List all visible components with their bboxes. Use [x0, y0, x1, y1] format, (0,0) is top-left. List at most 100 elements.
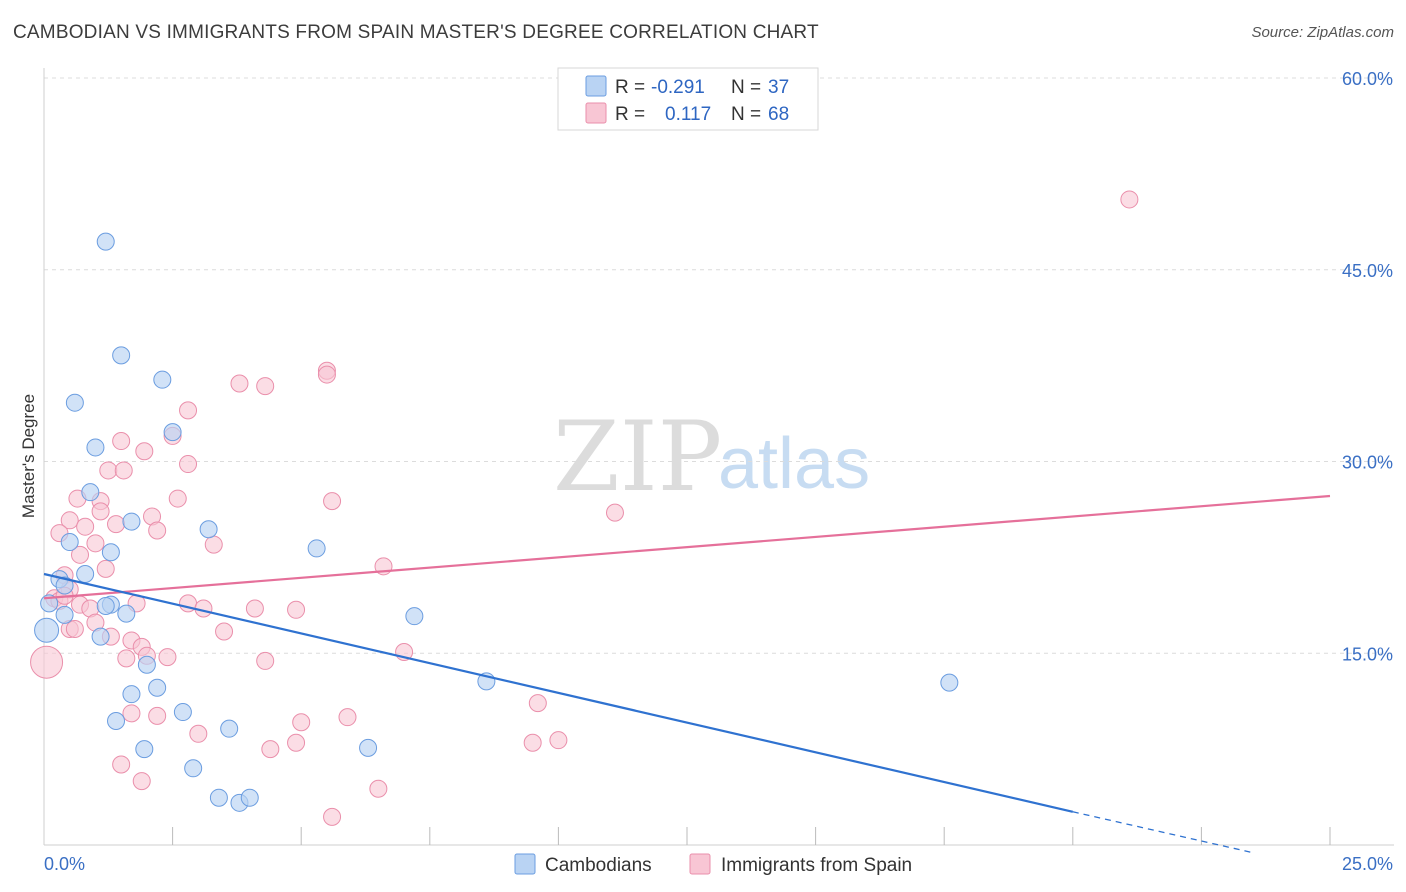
point-spain	[179, 401, 198, 420]
point-spain	[323, 492, 342, 511]
point-cambodians	[173, 703, 192, 722]
point-cambodians	[34, 617, 60, 643]
chart-title: CAMBODIAN VS IMMIGRANTS FROM SPAIN MASTE…	[13, 22, 819, 43]
point-spain	[148, 706, 167, 725]
y-tick-label: 15.0%	[1342, 644, 1393, 664]
point-spain	[317, 365, 336, 384]
point-spain	[189, 724, 208, 743]
point-spain	[86, 534, 105, 553]
point-cambodians	[122, 512, 141, 531]
point-cambodians	[184, 759, 203, 778]
y-tick-label: 60.0%	[1342, 69, 1393, 89]
x-tick-label-max: 25.0%	[1342, 854, 1393, 874]
point-cambodians	[112, 346, 131, 365]
point-spain	[132, 772, 151, 791]
legend-n-value-cambodians: 37	[768, 77, 789, 98]
point-cambodians	[117, 604, 136, 623]
point-cambodians	[96, 596, 115, 615]
legend-n-label-spain: N =	[731, 104, 761, 125]
point-spain	[338, 708, 357, 727]
point-cambodians	[240, 788, 259, 807]
point-cambodians	[163, 423, 182, 442]
x-tick-label-min: 0.0%	[44, 854, 85, 874]
point-spain	[204, 535, 223, 554]
point-cambodians	[55, 576, 74, 595]
point-spain	[369, 779, 388, 798]
bottom-legend: Cambodians Immigrants from Spain	[514, 853, 912, 876]
legend-r-label-spain: R =	[615, 104, 645, 125]
point-cambodians	[107, 712, 126, 731]
point-spain	[76, 517, 95, 536]
point-spain	[158, 648, 177, 667]
point-spain	[112, 755, 131, 774]
y-tick-labels: 15.0% 30.0% 45.0% 60.0%	[1342, 69, 1393, 664]
point-cambodians	[81, 483, 100, 502]
x-ticks	[172, 827, 1331, 845]
y-tick-label: 30.0%	[1342, 453, 1393, 473]
point-spain	[107, 515, 126, 534]
point-spain	[179, 455, 198, 474]
watermark-zip: ZIP	[553, 401, 722, 513]
point-spain	[323, 807, 342, 826]
y-axis-title: Master's Degree	[19, 394, 38, 518]
point-spain	[99, 461, 118, 480]
point-spain	[287, 733, 306, 752]
point-spain	[60, 511, 79, 530]
point-cambodians	[220, 719, 239, 738]
point-spain	[117, 649, 136, 668]
point-cambodians	[153, 370, 172, 389]
bottom-legend-label-spain: Immigrants from Spain	[721, 855, 912, 876]
point-cambodians	[405, 607, 424, 626]
point-spain	[96, 559, 115, 578]
point-cambodians	[359, 738, 378, 757]
point-spain	[256, 377, 275, 396]
point-cambodians	[199, 520, 218, 539]
point-spain	[112, 432, 131, 451]
point-spain	[523, 733, 542, 752]
legend-n-label-cambodians: N =	[731, 77, 761, 98]
trend-line-cambodians	[43, 572, 1074, 813]
point-spain	[148, 521, 167, 540]
point-spain	[122, 704, 141, 723]
point-spain	[71, 545, 90, 564]
point-cambodians	[122, 685, 141, 704]
point-spain	[30, 645, 64, 679]
point-spain	[256, 651, 275, 670]
point-cambodians	[209, 788, 228, 807]
legend-n-value-spain: 68	[768, 104, 789, 125]
point-spain	[292, 713, 311, 732]
point-cambodians	[940, 673, 959, 692]
point-spain	[287, 600, 306, 619]
bottom-legend-label-cambodians: Cambodians	[545, 855, 652, 876]
point-spain	[261, 740, 280, 759]
point-spain	[245, 599, 264, 618]
point-cambodians	[135, 740, 154, 759]
point-cambodians	[96, 232, 115, 251]
source-label: Source: ZipAtlas.com	[1251, 24, 1394, 41]
point-cambodians	[137, 655, 156, 674]
point-spain	[215, 622, 234, 641]
watermark-atlas: atlas	[718, 424, 870, 504]
point-spain	[528, 694, 547, 713]
legend-r-label-cambodians: R =	[615, 77, 645, 98]
legend-swatch-spain	[585, 102, 607, 124]
watermark: ZIP atlas	[553, 401, 870, 513]
point-cambodians	[148, 678, 167, 697]
legend-r-value-spain: 0.117	[665, 104, 711, 125]
point-spain	[91, 502, 110, 521]
bottom-legend-swatch-spain	[689, 853, 711, 875]
point-spain	[605, 503, 624, 522]
point-cambodians	[101, 543, 120, 562]
point-cambodians	[65, 393, 84, 412]
point-cambodians	[307, 539, 326, 558]
trend-line-spain	[43, 494, 1331, 600]
grid	[44, 77, 1394, 654]
trend-line-cambodians-extrapolated	[1072, 811, 1253, 854]
point-cambodians	[55, 605, 74, 624]
point-spain	[549, 731, 568, 750]
top-legend: R = -0.291 N = 37 R = 0.117 N = 68	[557, 67, 819, 131]
legend-swatch-cambodians	[585, 75, 607, 97]
y-tick-label: 45.0%	[1342, 261, 1393, 281]
point-spain	[168, 489, 187, 508]
